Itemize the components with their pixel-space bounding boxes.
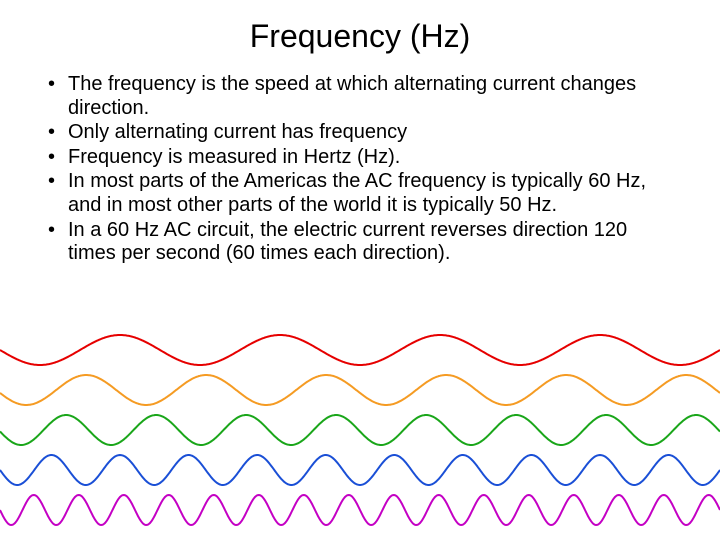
bullet-list: The frequency is the speed at which alte… bbox=[0, 73, 720, 266]
wave-line bbox=[0, 375, 720, 405]
list-item: In most parts of the Americas the AC fre… bbox=[48, 170, 672, 217]
list-item: The frequency is the speed at which alte… bbox=[48, 73, 672, 120]
list-item: In a 60 Hz AC circuit, the electric curr… bbox=[48, 219, 672, 266]
list-item: Frequency is measured in Hertz (Hz). bbox=[48, 146, 672, 170]
wave-line bbox=[0, 335, 720, 365]
wave-diagram bbox=[0, 330, 720, 540]
page-title: Frequency (Hz) bbox=[0, 0, 720, 73]
wave-line bbox=[0, 495, 720, 525]
wave-line bbox=[0, 415, 720, 445]
wave-line bbox=[0, 455, 720, 485]
list-item: Only alternating current has frequency bbox=[48, 121, 672, 145]
